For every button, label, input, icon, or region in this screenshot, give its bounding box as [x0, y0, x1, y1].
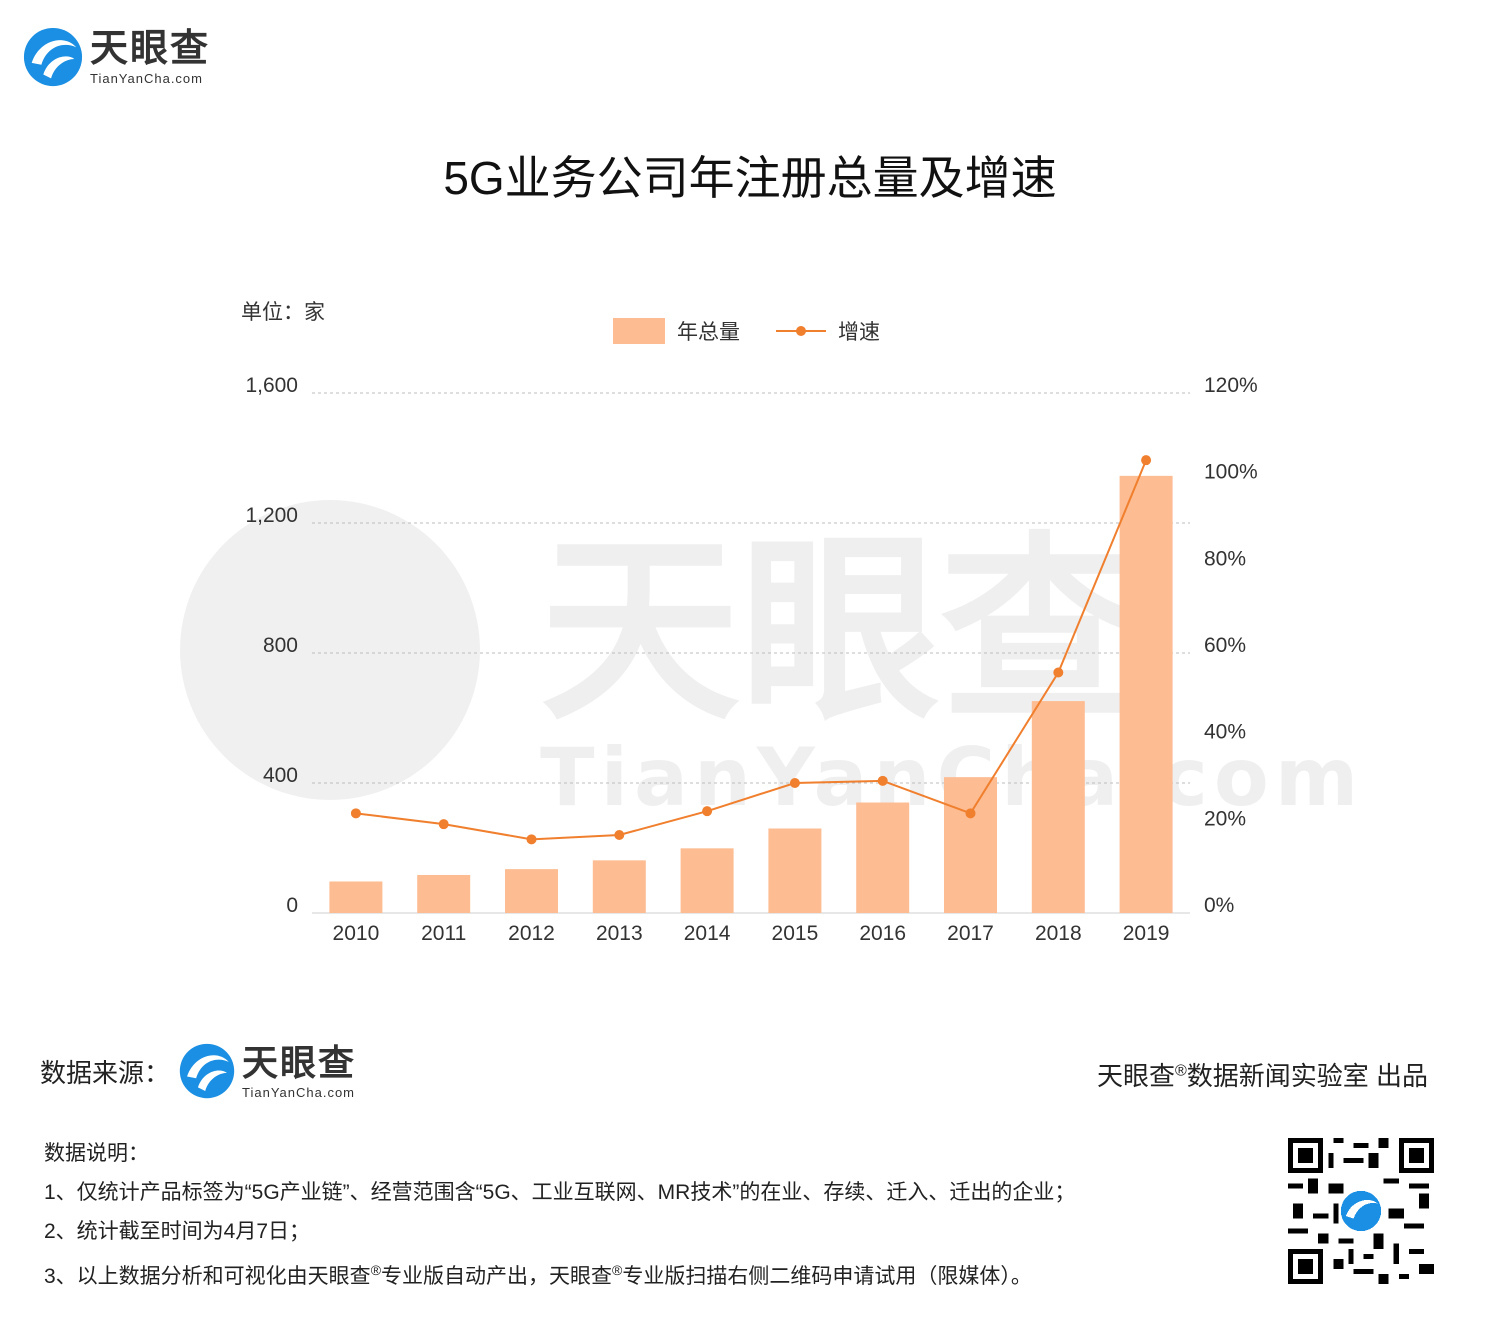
y-right-tick-label: 40% [1204, 721, 1246, 744]
bar-2013 [592, 860, 646, 913]
y-left-tick-label: 800 [263, 634, 298, 657]
growth-point-2017 [965, 808, 976, 819]
unit-label: 单位：家 [241, 301, 325, 324]
legend-line-swatch [776, 326, 826, 336]
growth-point-2010 [350, 808, 361, 819]
bar-2014 [680, 848, 734, 913]
tianyancha-logo-icon [179, 1043, 235, 1099]
x-tick-label: 2016 [859, 922, 906, 945]
producer-suffix: 数据新闻实验室 出品 [1186, 1061, 1428, 1091]
legend-bar-swatch [613, 318, 665, 344]
legend-item-bar: 年总量 [613, 316, 740, 346]
note-3: 3、以上数据分析和可视化由天眼查®专业版自动产出，天眼查®专业版扫描右侧二维码申… [44, 1251, 1075, 1296]
y-right-tick-label: 20% [1204, 807, 1246, 830]
y-left-tick-label: 0 [286, 894, 298, 917]
bar-2011 [417, 874, 471, 913]
x-tick-label: 2011 [421, 922, 466, 945]
legend-line-label: 增速 [838, 321, 880, 344]
bar-2019 [1119, 475, 1173, 913]
y-right-tick-label: 120% [1204, 374, 1258, 397]
growth-point-2018 [1053, 667, 1064, 678]
combo-chart: 天眼查 TianYanCha.com 0 400 800 1,200 1,600 0% 20… [180, 374, 1358, 945]
data-source: 数据来源： 天眼查 TianYanCha.com [40, 1042, 356, 1100]
bar-2010 [329, 881, 383, 913]
growth-point-2011 [438, 819, 449, 830]
x-tick-label: 2017 [947, 922, 994, 945]
brand-name: 天眼查 [90, 27, 211, 70]
y-right-tick-label: 60% [1204, 634, 1246, 657]
legend-item-line: 增速 [740, 316, 880, 346]
x-tick-label: 2019 [1123, 922, 1170, 945]
bar-2015 [768, 828, 822, 913]
x-tick-label: 2018 [1035, 922, 1082, 945]
y-right-tick-label: 80% [1204, 547, 1246, 570]
brand-url: TianYanCha.com [90, 70, 203, 86]
growth-point-2015 [789, 778, 800, 788]
producer-registered-mark: ® [1174, 1062, 1187, 1080]
data-notes: 数据说明： 1、仅统计产品标签为“5G产业链”、经营范围含“5G、工业互联网、M… [44, 1134, 1075, 1296]
x-tick-label: 2014 [684, 922, 731, 945]
chart-title: 5G业务公司年注册总量及增速 [443, 152, 1057, 204]
bar-2018 [1031, 701, 1085, 913]
y-right-tick-label: 0% [1204, 894, 1234, 917]
x-tick-label: 2013 [596, 922, 643, 945]
tianyancha-logo-icon [23, 27, 83, 87]
note-3-mark-b: ® [612, 1262, 623, 1278]
bar-2012 [505, 869, 558, 913]
notes-title: 数据说明： [44, 1142, 149, 1165]
note-3-part-b: 专业版自动产出，天眼查 [381, 1265, 613, 1288]
legend-bar-label: 年总量 [677, 321, 740, 344]
growth-point-2012 [526, 834, 537, 845]
x-tick-label: 2012 [508, 922, 555, 945]
producer-prefix: 天眼查 [1096, 1061, 1175, 1091]
note-3-mark-a: ® [370, 1262, 382, 1278]
y-left-tick-label: 1,200 [245, 504, 298, 527]
y-right-tick-label: 100% [1204, 461, 1258, 484]
bar-2017 [944, 777, 997, 913]
source-label: 数据来源： [40, 1057, 171, 1088]
growth-point-2013 [614, 830, 625, 840]
growth-point-2016 [877, 775, 888, 786]
qr-code-icon[interactable] [1288, 1138, 1434, 1284]
brand-logo: 天眼查 TianYanCha.com [22, 26, 210, 88]
note-3-part-a: 3、以上数据分析和可视化由天眼查 [44, 1265, 371, 1288]
chart-legend: 年总量 增速 [613, 316, 880, 346]
growth-point-2019 [1141, 455, 1152, 466]
note-1: 1、仅统计产品标签为“5G产业链”、经营范围含“5G、工业互联网、MR技术”的在… [44, 1181, 1076, 1204]
source-brand-name: 天眼查 [242, 1041, 357, 1083]
x-tick-label: 2010 [333, 922, 380, 945]
x-tick-label: 2015 [772, 922, 819, 945]
producer-credit: 天眼查®数据新闻实验室 出品 [1097, 1056, 1428, 1093]
source-logo: 天眼查 TianYanCha.com [178, 1042, 356, 1100]
note-3-part-c: 专业版扫描右侧二维码申请试用（限媒体）。 [622, 1265, 1032, 1288]
bar-2016 [856, 802, 910, 913]
note-2: 2、统计截至时间为4月7日； [44, 1220, 311, 1243]
source-brand-url: TianYanCha.com [242, 1084, 356, 1100]
growth-point-2014 [702, 806, 713, 817]
growth-line [355, 459, 1148, 841]
y-left-tick-label: 1,600 [245, 374, 298, 397]
watermark: 天眼查 TianYanCha.com [180, 500, 1358, 824]
y-left-tick-label: 400 [263, 764, 298, 787]
